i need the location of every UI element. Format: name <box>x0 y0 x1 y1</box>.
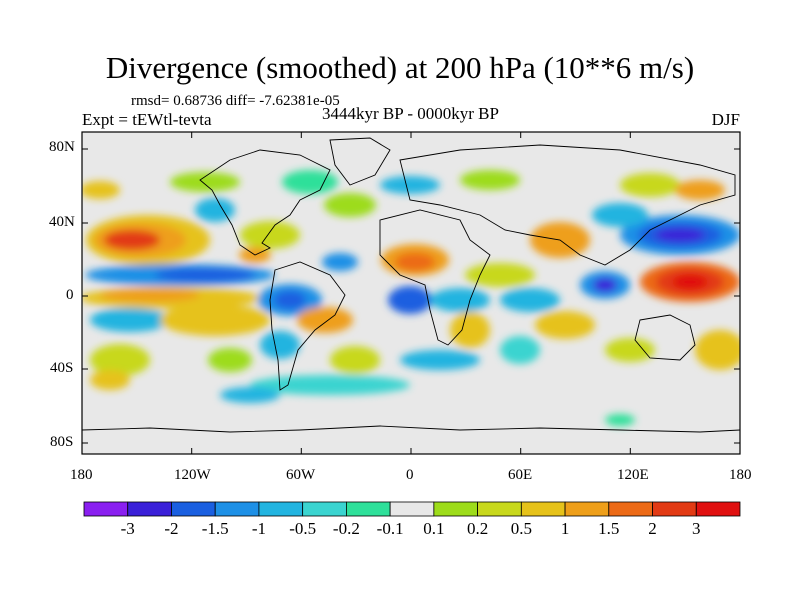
coast-africa <box>379 209 491 346</box>
coast-australia <box>634 314 696 361</box>
colorbar-label: -3 <box>120 519 135 538</box>
colorbar-swatch <box>433 501 479 517</box>
lat-label-80n: 80N <box>49 139 75 155</box>
colorbar-swatch <box>520 501 566 517</box>
lon-label-180e: 180 <box>729 467 752 483</box>
lon-label-60e: 60E <box>508 467 533 483</box>
colorbar-swatch <box>83 501 129 517</box>
colorbar-label: 2 <box>648 519 657 538</box>
lon-label-180w: 180 <box>70 467 93 483</box>
experiment-label: Expt = tEWtl-tevta <box>82 110 212 129</box>
period-label: 3444kyr BP - 0000kyr BP <box>322 104 499 123</box>
coast-antarctica <box>82 425 740 433</box>
colorbar-swatch <box>652 501 697 517</box>
colorbar-swatch <box>608 501 653 517</box>
colorbar-label: 3 <box>692 519 701 538</box>
colorbar-swatch <box>389 501 435 517</box>
colorbar-swatch <box>345 501 391 517</box>
coast-eurasia <box>399 144 736 266</box>
colorbar-label: -1 <box>251 519 267 538</box>
coast-greenland <box>329 137 391 186</box>
lon-label-120w: 120W <box>174 467 211 483</box>
colorbar-swatch <box>695 501 741 517</box>
coastlines <box>82 137 740 433</box>
map-field <box>82 132 740 454</box>
colorbar-swatch <box>127 501 172 517</box>
map-title: Divergence (smoothed) at 200 hPa (10**6 … <box>105 50 695 85</box>
colorbar-swatch <box>564 501 610 517</box>
coast-north-america <box>199 149 331 256</box>
colorbar-label: 0.1 <box>423 519 445 538</box>
colorbar-label: -0.5 <box>289 519 317 538</box>
colorbar-label: -0.2 <box>332 519 360 538</box>
lon-label-60w: 60W <box>286 467 316 483</box>
lat-label-40s: 40S <box>50 360 74 376</box>
stats-line: rmsd= 0.68736 diff= -7.62381e-05 <box>131 93 340 109</box>
colorbar-label: 0.5 <box>510 519 532 538</box>
colorbar-swatch <box>258 501 304 517</box>
coast-south-america <box>269 261 346 391</box>
colorbar-swatch <box>302 501 347 517</box>
colorbar-label: 1 <box>560 519 570 538</box>
lat-label-80s: 80S <box>50 434 74 450</box>
colorbar-label: 0.2 <box>466 519 489 538</box>
axis-ticks <box>81 132 741 454</box>
colorbar-swatch <box>171 501 216 517</box>
season-label: DJF <box>711 110 740 129</box>
lat-label-eq: 0 <box>66 287 74 303</box>
colorbar-label: -0.1 <box>376 519 404 538</box>
colorbar-swatch <box>477 501 522 517</box>
colorbar-label: -1.5 <box>201 519 229 538</box>
colorbar <box>83 501 741 517</box>
field-blobs <box>82 170 740 426</box>
colorbar-label: 1.5 <box>598 519 620 538</box>
lat-label-40n: 40N <box>49 214 75 230</box>
lon-label-0: 0 <box>406 467 414 483</box>
colorbar-swatch <box>214 501 260 517</box>
colorbar-label: -2 <box>164 519 179 538</box>
lon-label-120e: 120E <box>617 467 649 483</box>
